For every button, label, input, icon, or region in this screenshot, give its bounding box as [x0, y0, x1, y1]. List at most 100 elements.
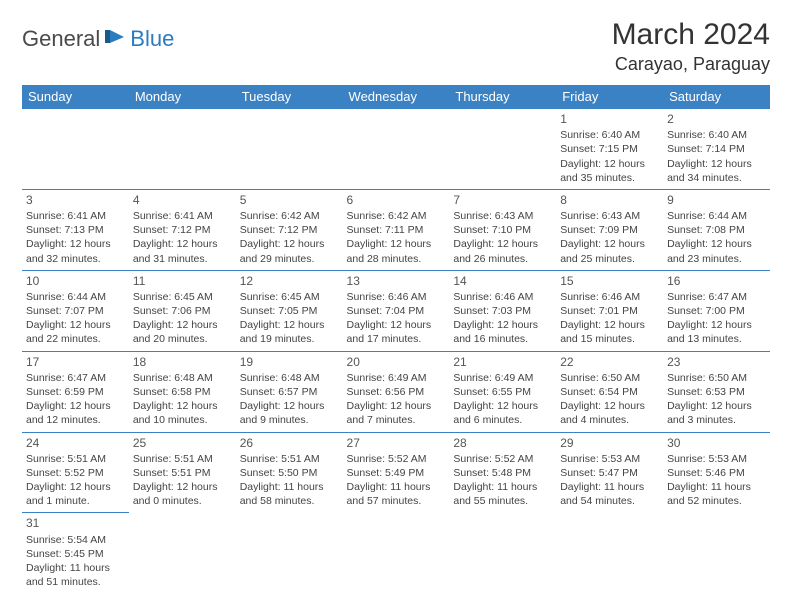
- day-detail: Sunset: 7:05 PM: [240, 304, 339, 318]
- day-detail: and 7 minutes.: [347, 413, 446, 427]
- day-number: 28: [453, 435, 552, 451]
- day-detail: Sunrise: 6:46 AM: [560, 290, 659, 304]
- calendar-cell: 22Sunrise: 6:50 AMSunset: 6:54 PMDayligh…: [556, 351, 663, 432]
- day-detail: Sunset: 6:58 PM: [133, 385, 232, 399]
- day-detail: Sunrise: 6:40 AM: [667, 128, 766, 142]
- calendar-row: 17Sunrise: 6:47 AMSunset: 6:59 PMDayligh…: [22, 351, 770, 432]
- day-detail: Sunset: 6:55 PM: [453, 385, 552, 399]
- calendar-cell: 17Sunrise: 6:47 AMSunset: 6:59 PMDayligh…: [22, 351, 129, 432]
- calendar-cell: [556, 513, 663, 593]
- calendar-cell: [343, 109, 450, 190]
- day-detail: Daylight: 12 hours: [667, 399, 766, 413]
- day-number: 21: [453, 354, 552, 370]
- day-detail: Sunrise: 6:43 AM: [560, 209, 659, 223]
- day-detail: Sunset: 5:52 PM: [26, 466, 125, 480]
- day-detail: Sunrise: 6:44 AM: [667, 209, 766, 223]
- calendar-table: Sunday Monday Tuesday Wednesday Thursday…: [22, 85, 770, 593]
- day-number: 23: [667, 354, 766, 370]
- day-detail: Daylight: 12 hours: [133, 237, 232, 251]
- day-detail: Daylight: 11 hours: [347, 480, 446, 494]
- day-detail: and 28 minutes.: [347, 252, 446, 266]
- day-detail: Sunrise: 6:48 AM: [133, 371, 232, 385]
- day-detail: Sunset: 5:45 PM: [26, 547, 125, 561]
- day-detail: Sunrise: 5:51 AM: [133, 452, 232, 466]
- calendar-cell: 27Sunrise: 5:52 AMSunset: 5:49 PMDayligh…: [343, 432, 450, 513]
- day-detail: Sunset: 7:11 PM: [347, 223, 446, 237]
- calendar-cell: [663, 513, 770, 593]
- day-detail: and 52 minutes.: [667, 494, 766, 508]
- day-number: 13: [347, 273, 446, 289]
- calendar-cell: 31Sunrise: 5:54 AMSunset: 5:45 PMDayligh…: [22, 513, 129, 593]
- day-detail: Sunset: 5:48 PM: [453, 466, 552, 480]
- day-detail: Sunset: 6:59 PM: [26, 385, 125, 399]
- day-number: 22: [560, 354, 659, 370]
- calendar-cell: [236, 109, 343, 190]
- day-detail: and 55 minutes.: [453, 494, 552, 508]
- day-detail: Sunrise: 6:47 AM: [26, 371, 125, 385]
- day-detail: Daylight: 12 hours: [240, 237, 339, 251]
- day-detail: Sunset: 5:50 PM: [240, 466, 339, 480]
- day-detail: Sunset: 7:06 PM: [133, 304, 232, 318]
- day-detail: Daylight: 12 hours: [133, 318, 232, 332]
- day-detail: Sunrise: 5:51 AM: [26, 452, 125, 466]
- day-detail: Sunset: 7:09 PM: [560, 223, 659, 237]
- day-number: 12: [240, 273, 339, 289]
- day-number: 6: [347, 192, 446, 208]
- day-detail: Daylight: 11 hours: [453, 480, 552, 494]
- day-detail: Daylight: 12 hours: [667, 237, 766, 251]
- day-detail: Sunset: 7:00 PM: [667, 304, 766, 318]
- calendar-cell: [449, 109, 556, 190]
- calendar-cell: 12Sunrise: 6:45 AMSunset: 7:05 PMDayligh…: [236, 270, 343, 351]
- day-detail: and 10 minutes.: [133, 413, 232, 427]
- day-detail: Daylight: 12 hours: [347, 318, 446, 332]
- day-detail: and 20 minutes.: [133, 332, 232, 346]
- day-number: 7: [453, 192, 552, 208]
- day-detail: and 57 minutes.: [347, 494, 446, 508]
- day-detail: Sunset: 6:57 PM: [240, 385, 339, 399]
- weekday-header: Tuesday: [236, 85, 343, 109]
- day-detail: and 17 minutes.: [347, 332, 446, 346]
- day-detail: and 22 minutes.: [26, 332, 125, 346]
- day-detail: Sunrise: 6:42 AM: [240, 209, 339, 223]
- day-number: 10: [26, 273, 125, 289]
- weekday-header: Monday: [129, 85, 236, 109]
- calendar-cell: 26Sunrise: 5:51 AMSunset: 5:50 PMDayligh…: [236, 432, 343, 513]
- day-detail: Daylight: 12 hours: [560, 237, 659, 251]
- day-detail: and 3 minutes.: [667, 413, 766, 427]
- calendar-cell: 11Sunrise: 6:45 AMSunset: 7:06 PMDayligh…: [129, 270, 236, 351]
- day-detail: Sunset: 7:08 PM: [667, 223, 766, 237]
- day-number: 17: [26, 354, 125, 370]
- day-detail: Daylight: 12 hours: [240, 399, 339, 413]
- day-number: 29: [560, 435, 659, 451]
- day-number: 8: [560, 192, 659, 208]
- day-detail: and 0 minutes.: [133, 494, 232, 508]
- day-detail: Sunrise: 6:46 AM: [347, 290, 446, 304]
- logo-text-general: General: [22, 26, 100, 52]
- day-detail: Daylight: 12 hours: [560, 318, 659, 332]
- day-detail: Sunset: 6:54 PM: [560, 385, 659, 399]
- calendar-cell: 13Sunrise: 6:46 AMSunset: 7:04 PMDayligh…: [343, 270, 450, 351]
- calendar-cell: 8Sunrise: 6:43 AMSunset: 7:09 PMDaylight…: [556, 189, 663, 270]
- day-number: 9: [667, 192, 766, 208]
- calendar-cell: [343, 513, 450, 593]
- day-detail: and 9 minutes.: [240, 413, 339, 427]
- day-detail: Sunrise: 6:41 AM: [133, 209, 232, 223]
- day-detail: Sunset: 7:10 PM: [453, 223, 552, 237]
- day-detail: Sunrise: 6:45 AM: [240, 290, 339, 304]
- day-detail: and 12 minutes.: [26, 413, 125, 427]
- calendar-cell: 5Sunrise: 6:42 AMSunset: 7:12 PMDaylight…: [236, 189, 343, 270]
- day-number: 19: [240, 354, 339, 370]
- day-detail: and 25 minutes.: [560, 252, 659, 266]
- calendar-cell: 19Sunrise: 6:48 AMSunset: 6:57 PMDayligh…: [236, 351, 343, 432]
- day-detail: Sunset: 7:12 PM: [133, 223, 232, 237]
- day-detail: Daylight: 12 hours: [453, 318, 552, 332]
- day-detail: and 4 minutes.: [560, 413, 659, 427]
- day-detail: Daylight: 12 hours: [26, 318, 125, 332]
- day-detail: Sunrise: 5:53 AM: [667, 452, 766, 466]
- calendar-cell: 23Sunrise: 6:50 AMSunset: 6:53 PMDayligh…: [663, 351, 770, 432]
- day-detail: Daylight: 12 hours: [347, 399, 446, 413]
- day-detail: and 19 minutes.: [240, 332, 339, 346]
- day-detail: Daylight: 12 hours: [240, 318, 339, 332]
- day-detail: and 58 minutes.: [240, 494, 339, 508]
- day-detail: Daylight: 12 hours: [26, 399, 125, 413]
